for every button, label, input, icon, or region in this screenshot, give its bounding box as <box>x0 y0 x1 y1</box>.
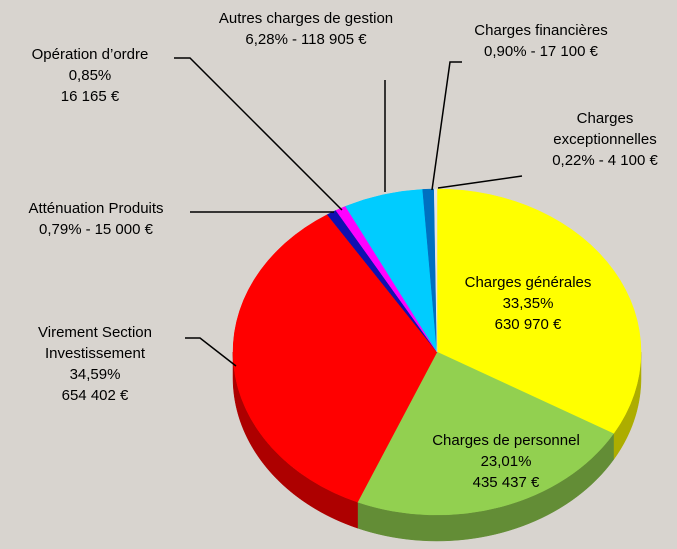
pie-tops <box>232 188 642 516</box>
separator: - <box>530 43 536 60</box>
value-line: 0,90% -17 100 € <box>441 41 641 62</box>
percent-label: 23,01% <box>480 453 532 470</box>
percent-label: 34,59% <box>69 366 121 383</box>
leader-lines <box>174 57 523 367</box>
percent-label: 0,22% <box>552 152 595 169</box>
leader-line <box>431 61 462 191</box>
slice-label: Charges générales 33,35% 630 970 € <box>443 272 613 335</box>
category-label: Virement Section Investissement <box>38 324 152 362</box>
slice-label: Charges de personnel 23,01% 435 437 € <box>391 430 621 493</box>
value-line: 6,28% -118 905 € <box>216 29 396 50</box>
amount-label: 118 905 € <box>300 31 367 48</box>
category-label: Charges exceptionnelles <box>553 110 657 148</box>
value-line: 0,22% -4 100 € <box>535 150 675 171</box>
slice-label: Opération d’ordre 0,85% 16 165 € <box>5 44 175 107</box>
slice <box>433 188 438 353</box>
percent-label: 33,35% <box>502 295 554 312</box>
percent-label: 0,85% <box>68 67 112 84</box>
percent-label: 6,28% <box>245 31 288 48</box>
amount-label: 4 100 € <box>607 152 658 169</box>
percent-label: 0,90% <box>484 43 527 60</box>
amount-label: 17 100 € <box>539 43 598 60</box>
slice-label: Autres charges de gestion 6,28% -118 905 € <box>216 8 396 50</box>
category-label: Charges générales <box>464 274 592 291</box>
amount-label: 654 402 € <box>61 387 129 404</box>
slice <box>436 188 642 434</box>
slice-label: Charges financières 0,90% -17 100 € <box>441 20 641 62</box>
category-label: Autres charges de gestion <box>218 10 394 27</box>
leader-line <box>185 337 237 367</box>
slice <box>232 214 438 503</box>
slice-label: Charges exceptionnelles 0,22% -4 100 € <box>535 108 675 171</box>
category-label: Charges financières <box>474 22 608 39</box>
slice-label: Atténuation Produits 0,79% -15 000 € <box>0 198 196 240</box>
value-line: 0,79% -15 000 € <box>0 219 196 240</box>
amount-label: 16 165 € <box>60 88 120 105</box>
slice-label: Virement Section Investissement 34,59% 654… <box>20 322 170 406</box>
category-label: Charges de personnel <box>432 432 580 449</box>
leader-line <box>174 57 343 211</box>
separator: - <box>291 31 297 48</box>
category-label: Opération d’ordre <box>31 46 149 63</box>
amount-label: 630 970 € <box>494 316 562 333</box>
amount-label: 15 000 € <box>94 221 153 238</box>
separator: - <box>598 152 604 169</box>
leader-line <box>437 175 523 189</box>
amount-label: 435 437 € <box>472 474 540 491</box>
separator: - <box>85 221 91 238</box>
category-label: Atténuation Produits <box>28 200 164 217</box>
percent-label: 0,79% <box>39 221 82 238</box>
slice <box>357 351 614 516</box>
